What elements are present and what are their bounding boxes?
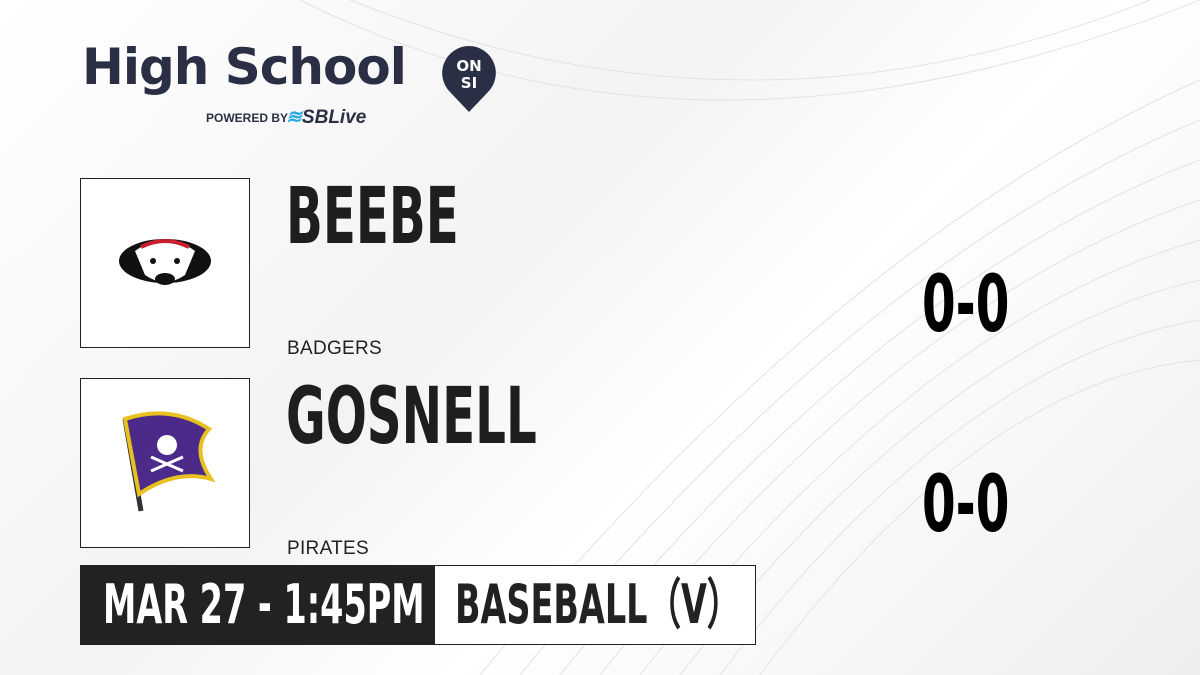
team-score-away: 0-0 bbox=[922, 460, 1010, 550]
team-logo-box bbox=[80, 178, 250, 348]
team-name-home: BEEBE bbox=[286, 172, 459, 262]
team-logo-box bbox=[80, 378, 250, 548]
game-info-bar: MAR 27 - 1:45PM BASEBALL（V） bbox=[80, 565, 756, 645]
team-score-home: 0-0 bbox=[922, 260, 1010, 350]
game-datetime: MAR 27 - 1:45PM bbox=[81, 566, 435, 644]
badger-logo-icon bbox=[119, 239, 211, 285]
on-si-pin-icon: ON SI bbox=[442, 46, 496, 112]
team-mascot-home: BADGERS bbox=[287, 338, 383, 359]
team-name-away: GOSNELL bbox=[286, 372, 537, 462]
pin-text-top: ON bbox=[456, 57, 481, 75]
game-sport: BASEBALL（V） bbox=[455, 573, 741, 636]
powered-by-label: POWERED BY bbox=[206, 111, 289, 125]
sblive-mark-icon: ≋ bbox=[286, 107, 302, 128]
team-mascot-away: PIRATES bbox=[287, 538, 369, 559]
sblive-logo: ≋SBLive bbox=[286, 107, 367, 128]
brand-title: High School bbox=[82, 38, 407, 96]
pin-text-bottom: SI bbox=[461, 74, 477, 92]
pirate-flag-logo-icon bbox=[122, 411, 216, 512]
